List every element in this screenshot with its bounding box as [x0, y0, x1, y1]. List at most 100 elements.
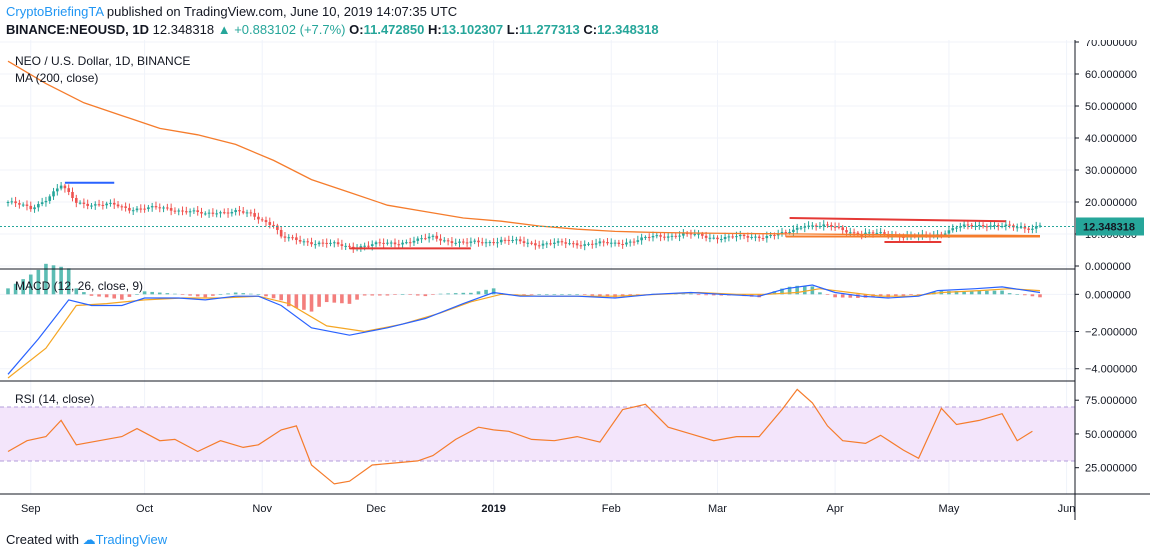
candle-body [822, 224, 826, 227]
high-label: H: [427, 22, 442, 37]
candle-body [52, 191, 55, 197]
macd-histogram-bar [537, 294, 541, 295]
candle-body [848, 232, 852, 234]
candle-body [534, 243, 537, 246]
x-tick-label: Sep [21, 503, 41, 515]
macd-histogram-bar [241, 293, 246, 295]
candle-body [1031, 228, 1034, 230]
candle-body [587, 243, 590, 245]
rsi-line [7, 388, 1033, 485]
candle-body [1027, 228, 1030, 230]
candle-body [29, 205, 33, 210]
macd-histogram-bar [211, 294, 215, 296]
candle-body [306, 241, 310, 243]
closep-value: 12.348318 [597, 22, 659, 37]
macd-histogram-bar [582, 294, 587, 295]
macd-histogram-bar [560, 294, 564, 295]
candle-body [477, 240, 480, 243]
macd-histogram-bar [977, 290, 982, 295]
candle-body [712, 237, 716, 239]
macd-histogram-bar [818, 292, 822, 295]
candle-body [420, 238, 423, 240]
candle-body [803, 226, 807, 228]
macd-histogram-bar [1038, 294, 1042, 298]
chart-canvas[interactable]: Sep Oct Nov Dec 2019 Feb Mar Apr May Jun 70.000000… [0, 40, 1150, 530]
candle-body [6, 202, 10, 203]
candle-body [295, 237, 298, 241]
y-tick-label: 50.000000 [1085, 429, 1137, 441]
candle-body [139, 208, 143, 210]
candle-body [1019, 226, 1023, 228]
candle-body [754, 236, 757, 238]
macd-histogram-bar [150, 291, 154, 295]
candle-body [397, 244, 401, 246]
candle-body [879, 232, 882, 234]
candle-body [970, 224, 974, 227]
candle-body [192, 210, 196, 212]
macd-histogram-bar [696, 294, 701, 296]
candle-body [943, 233, 947, 235]
macd-histogram-bar [840, 294, 845, 298]
candle-body [780, 232, 784, 235]
macd-histogram-bar [340, 294, 344, 304]
macd-histogram-bar [954, 291, 959, 295]
candle-body [750, 236, 753, 238]
candle-body [378, 242, 382, 244]
candle-body [405, 242, 408, 244]
candle-body [245, 212, 249, 214]
candle-body [424, 238, 427, 240]
candle-body [37, 204, 40, 208]
symbol-label: BINANCE:NEOUSD, 1D [6, 22, 150, 37]
candle-body [670, 235, 674, 237]
macd-histogram-bar [165, 293, 170, 295]
candle-body [150, 206, 154, 208]
macd-histogram-bar [985, 290, 989, 295]
candle-body [1015, 227, 1019, 229]
candle-body [735, 236, 738, 238]
candle-body [617, 242, 621, 245]
tradingview-link[interactable]: TradingView [95, 532, 168, 547]
candle-body [257, 216, 260, 220]
candle-body [640, 237, 643, 241]
candle-body [530, 242, 533, 244]
candle-body [864, 232, 867, 235]
author-link[interactable]: CryptoBriefingTA [6, 4, 104, 19]
candle-body [625, 242, 628, 245]
candle-body [818, 226, 822, 228]
candle-body [598, 241, 602, 244]
candle-body [314, 244, 317, 246]
candle-body [279, 229, 283, 237]
candle-body [659, 235, 662, 237]
macd-histogram-bar [689, 293, 693, 295]
candle-body [701, 233, 704, 236]
candle-body [439, 238, 442, 241]
candle-body [317, 242, 321, 245]
candle-body [579, 245, 583, 247]
macd-histogram-bar [89, 294, 94, 296]
macd-histogram-bar [1030, 294, 1035, 297]
candle-body [249, 212, 253, 214]
candle-body [382, 242, 385, 244]
candle-body [86, 203, 89, 206]
grid-lines [0, 40, 1075, 494]
macd-histogram-bar [302, 294, 306, 310]
macd-histogram-bar [271, 294, 276, 299]
candle-body [480, 242, 484, 244]
candle-body [1034, 226, 1038, 229]
macd-histogram-bar [233, 292, 238, 295]
candle-body [207, 212, 211, 214]
candle-body [325, 242, 329, 244]
macd-histogram-bar [256, 294, 261, 295]
macd-line [7, 284, 1041, 375]
macd-histogram-bar [1023, 294, 1027, 296]
candle-body [674, 235, 678, 237]
macd-histogram-bar [180, 294, 185, 295]
candle-body [59, 185, 63, 189]
candle-body [564, 242, 568, 244]
macd-histogram-bar [795, 285, 799, 295]
macd-histogram-bar [825, 294, 830, 295]
candle-body [594, 243, 598, 245]
candle-body [776, 234, 780, 236]
candle-body [981, 225, 985, 227]
candle-body [996, 225, 1000, 227]
